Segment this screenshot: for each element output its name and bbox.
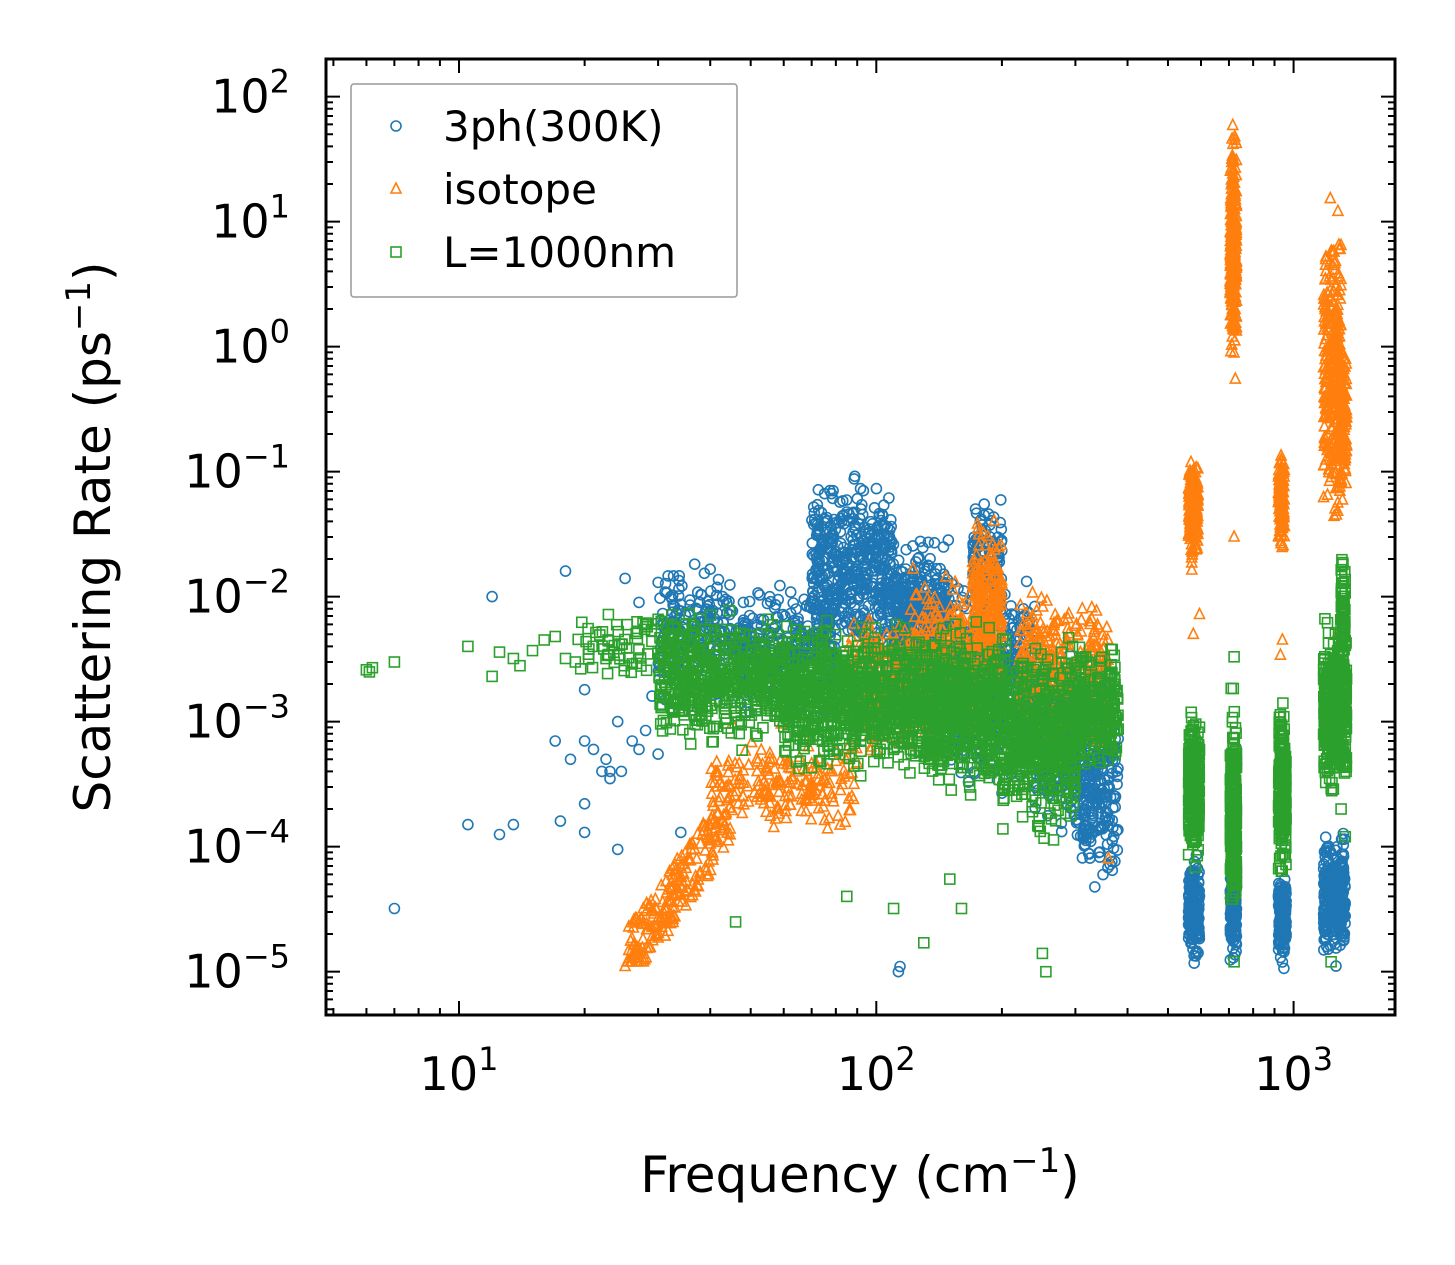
data-point-circle	[674, 598, 687, 611]
data-point-circle	[859, 521, 871, 534]
data-point-circle	[720, 597, 733, 609]
data-point-circle	[812, 504, 825, 517]
data-point-circle	[854, 541, 866, 554]
data-point-circle	[822, 532, 835, 544]
data-point-circle	[763, 590, 776, 603]
data-point-circle	[809, 517, 822, 530]
data-point-circle	[672, 590, 685, 602]
data-point-circle	[877, 499, 890, 512]
data-point-circle	[774, 579, 786, 592]
data-point-circle	[688, 558, 701, 571]
data-point-circle	[865, 581, 878, 593]
data-point-circle	[836, 606, 848, 619]
data-point-circle	[704, 563, 717, 576]
data-point-circle	[662, 570, 674, 582]
data-point-circle	[798, 593, 811, 606]
data-point-circle	[806, 592, 819, 605]
data-point-circle	[846, 624, 859, 636]
data-point-circle	[695, 588, 707, 601]
data-point-circle	[754, 613, 767, 626]
data-point-circle	[854, 482, 867, 495]
data-point-circle	[811, 498, 824, 511]
data-point-circle	[870, 482, 883, 495]
data-point-circle	[814, 573, 826, 586]
data-point-circle	[825, 546, 838, 558]
data-point-circle	[826, 590, 838, 603]
data-point-circle	[871, 609, 884, 622]
data-point-circle	[857, 588, 870, 600]
data-point-circle	[752, 587, 764, 599]
data-point-circle	[807, 586, 819, 598]
data-point-circle	[836, 575, 849, 588]
data-point-circle	[827, 565, 840, 578]
data-point-circle	[838, 552, 851, 565]
data-point-circle	[878, 557, 890, 570]
data-point-circle	[787, 597, 800, 609]
data-point-circle	[818, 487, 831, 500]
data-point-circle	[673, 574, 685, 587]
data-point-circle	[836, 568, 848, 580]
data-point-circle	[850, 529, 863, 542]
data-point-circle	[836, 515, 848, 528]
data-point-circle	[659, 577, 672, 590]
data-point-circle	[878, 587, 890, 600]
data-point-circle	[813, 569, 826, 582]
data-point-circle	[842, 624, 855, 636]
data-point-circle	[837, 591, 850, 604]
data-point-circle	[862, 527, 874, 540]
data-point-circle	[777, 608, 789, 621]
data-point-circle	[885, 520, 898, 533]
data-point-circle	[806, 548, 819, 561]
data-point-circle	[821, 514, 834, 527]
data-point-circle	[824, 585, 837, 598]
data-point-circle	[866, 565, 879, 577]
data-point-circle	[881, 530, 894, 543]
data-point-circle	[879, 519, 891, 532]
data-point-circle	[847, 507, 859, 520]
data-point-circle	[668, 600, 681, 613]
data-point-circle	[806, 568, 819, 580]
data-point-circle	[873, 532, 885, 544]
data-point-circle	[737, 596, 750, 609]
data-point-circle	[814, 605, 826, 617]
data-point-circle	[877, 543, 890, 556]
data-point-circle	[654, 592, 666, 605]
data-point-circle	[861, 533, 873, 545]
data-point-circle	[857, 484, 870, 497]
data-point-circle	[839, 593, 852, 606]
data-point-circle	[827, 551, 839, 564]
data-point-circle	[834, 496, 846, 508]
data-point-circle	[743, 595, 756, 608]
data-point-circle	[700, 603, 713, 616]
data-point-circle	[711, 581, 723, 594]
data-point-circle	[812, 483, 825, 496]
data-point-circle	[880, 541, 892, 554]
data-point-circle	[857, 604, 870, 617]
data-point-circle	[845, 530, 857, 543]
data-point-circle	[832, 613, 845, 625]
data-point-circle	[811, 526, 824, 538]
data-point-circle	[887, 538, 900, 551]
data-point-circle	[712, 573, 725, 586]
data-point-circle	[862, 548, 875, 561]
data-point-circle	[848, 473, 861, 485]
data-point-circle	[724, 579, 736, 591]
data-point-circle	[683, 594, 696, 606]
data-point-circle	[673, 582, 685, 595]
data-markers	[360, 117, 1353, 978]
data-point-circle	[838, 574, 851, 586]
data-point-circle	[784, 586, 797, 598]
data-point-circle	[770, 610, 783, 623]
data-point-circle	[768, 602, 781, 614]
data-point-circle	[698, 567, 711, 580]
data-point-circle	[717, 616, 729, 629]
data-point-circle	[870, 593, 882, 606]
data-point-circle	[710, 589, 723, 602]
data-point-circle	[860, 563, 873, 576]
data-point-circle	[850, 570, 862, 582]
data-point-circle	[827, 532, 839, 545]
